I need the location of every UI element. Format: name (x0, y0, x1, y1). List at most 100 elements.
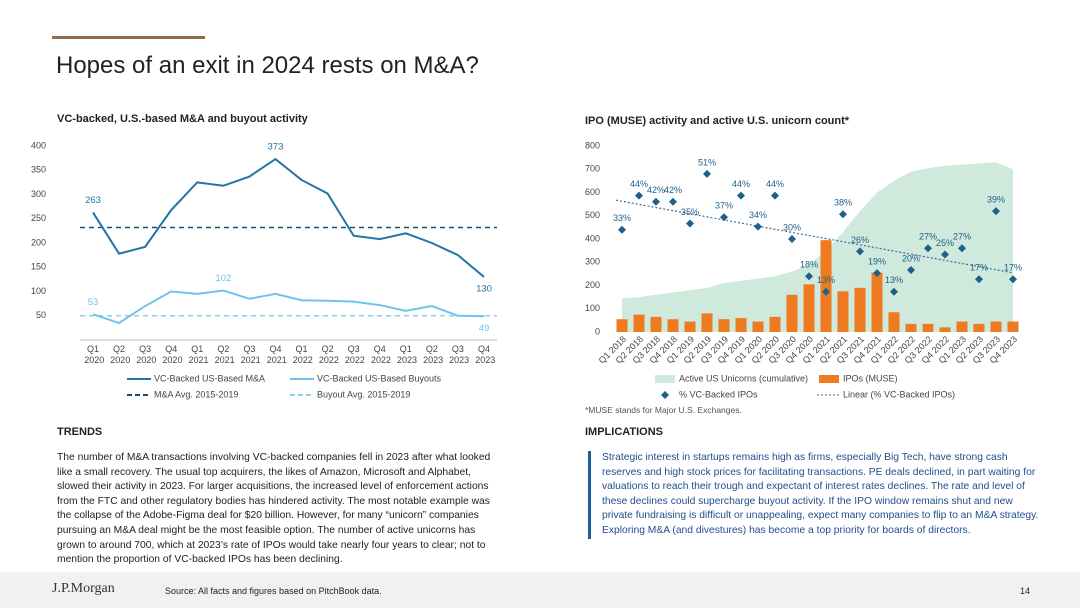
data-label: 25% (936, 238, 954, 248)
data-label: 38% (834, 198, 852, 208)
x-tick-label-part: Q4 (269, 344, 281, 354)
diamond (720, 213, 728, 222)
diamond (1009, 275, 1017, 284)
bar (803, 284, 815, 332)
data-label: 53 (88, 297, 99, 308)
x-tick-label-part: 2023 (473, 355, 496, 365)
bar (667, 319, 679, 332)
x-tick-label: Q1 2021 (186, 344, 209, 365)
bar (922, 323, 934, 332)
data-label: 49 (479, 323, 490, 334)
x-tick-label-part: Q4 (165, 344, 177, 354)
legend-swatch (819, 375, 839, 383)
x-tick-label-part: 2022 (368, 355, 391, 365)
bar (650, 316, 662, 332)
x-tick-label-part: Q2 (113, 344, 125, 354)
diamond (618, 225, 626, 234)
x-tick-label: Q3 2020 (134, 344, 157, 365)
x-tick-label-part: 2022 (342, 355, 365, 365)
section-heading: IMPLICATIONS (585, 426, 664, 438)
data-label: 102 (215, 273, 231, 284)
legend-label: Linear (% VC-Backed IPOs) (843, 389, 955, 399)
x-tick-label-part: Q2 (426, 344, 438, 354)
data-label: 33% (613, 213, 631, 223)
bar (990, 321, 1002, 332)
bar (616, 319, 628, 332)
x-tick-label-part: 2023 (421, 355, 444, 365)
x-tick-label: Q4 2023 (473, 344, 496, 365)
diamond (788, 235, 796, 243)
bar (820, 240, 832, 332)
x-tick-label: Q1 2023 (395, 344, 418, 365)
data-label: 35% (681, 207, 699, 217)
x-tick-label-part: 2020 (160, 355, 183, 365)
bar (684, 321, 696, 332)
y-tick-label: 300 (585, 257, 600, 267)
data-label: 44% (766, 179, 784, 189)
x-tick-label: Q2 2023 (421, 344, 444, 365)
bar (905, 323, 917, 332)
x-tick-label: Q3 2021 (238, 344, 261, 365)
x-tick-label-part: Q2 (217, 344, 229, 354)
legend-label: VC-Backed US-Based M&A (154, 373, 265, 383)
x-tick-label: Q2 2020 (108, 344, 131, 365)
data-label: 34% (749, 210, 767, 220)
data-label: 44% (732, 179, 750, 189)
bar (956, 321, 968, 332)
data-label: 17% (970, 263, 988, 273)
bar (701, 313, 713, 332)
data-label: 42% (647, 185, 665, 195)
y-tick-label: 0 (595, 326, 600, 336)
data-label: 39% (987, 194, 1005, 204)
diamond (907, 266, 915, 274)
bar (854, 287, 866, 332)
data-label: 27% (919, 232, 937, 242)
data-label: 13% (817, 275, 835, 285)
x-tick-label-part: 2023 (447, 355, 470, 365)
footer-band (0, 572, 1080, 608)
data-label: 19% (868, 256, 886, 266)
y-tick-label: 800 (585, 140, 600, 150)
x-tick-label-part: Q1 (87, 344, 99, 354)
y-tick-label: 150 (31, 262, 46, 272)
data-label: 42% (664, 185, 682, 195)
x-tick-label-part: 2020 (108, 355, 131, 365)
slide-title: Hopes of an exit in 2024 rests on M&A? (56, 52, 479, 79)
diamond (686, 219, 694, 228)
y-tick-label: 600 (585, 187, 600, 197)
data-label: 37% (715, 201, 733, 211)
y-tick-label: 100 (31, 286, 46, 296)
x-tick-label: Q4 2021 (264, 344, 287, 365)
x-tick-label-part: Q3 (139, 344, 151, 354)
x-tick-label-part: Q1 (400, 344, 412, 354)
bar (973, 323, 985, 332)
legend-label: VC-Backed US-Based Buyouts (317, 373, 442, 383)
diamond (822, 287, 830, 296)
x-tick-label-part: Q2 (322, 344, 334, 354)
x-tick-label-part: Q1 (296, 344, 308, 354)
bar (718, 319, 730, 332)
data-label: 18% (800, 260, 818, 270)
implications-text: Strategic interest in startups remains h… (602, 452, 1039, 536)
legend-label: % VC-Backed IPOs (679, 389, 758, 399)
data-label: 130 (476, 283, 492, 294)
accent-bar (52, 36, 205, 39)
y-tick-label: 700 (585, 164, 600, 174)
x-tick-label: Q1 2022 (290, 344, 313, 365)
diamond (669, 197, 677, 206)
legend-swatch (655, 375, 675, 383)
y-tick-label: 400 (585, 233, 600, 243)
bar (769, 316, 781, 332)
legend-label: IPOs (MUSE) (843, 373, 898, 383)
legend-swatch (661, 391, 669, 399)
bar (939, 327, 951, 332)
x-tick-label: Q3 2022 (342, 344, 365, 365)
diamond (924, 244, 932, 253)
x-tick-label: Q4 2022 (368, 344, 391, 365)
x-tick-label-part: 2022 (290, 355, 313, 365)
series-line (92, 289, 485, 325)
x-tick-label-part: Q4 (478, 344, 490, 354)
x-tick-label: Q1 2020 (82, 344, 105, 365)
